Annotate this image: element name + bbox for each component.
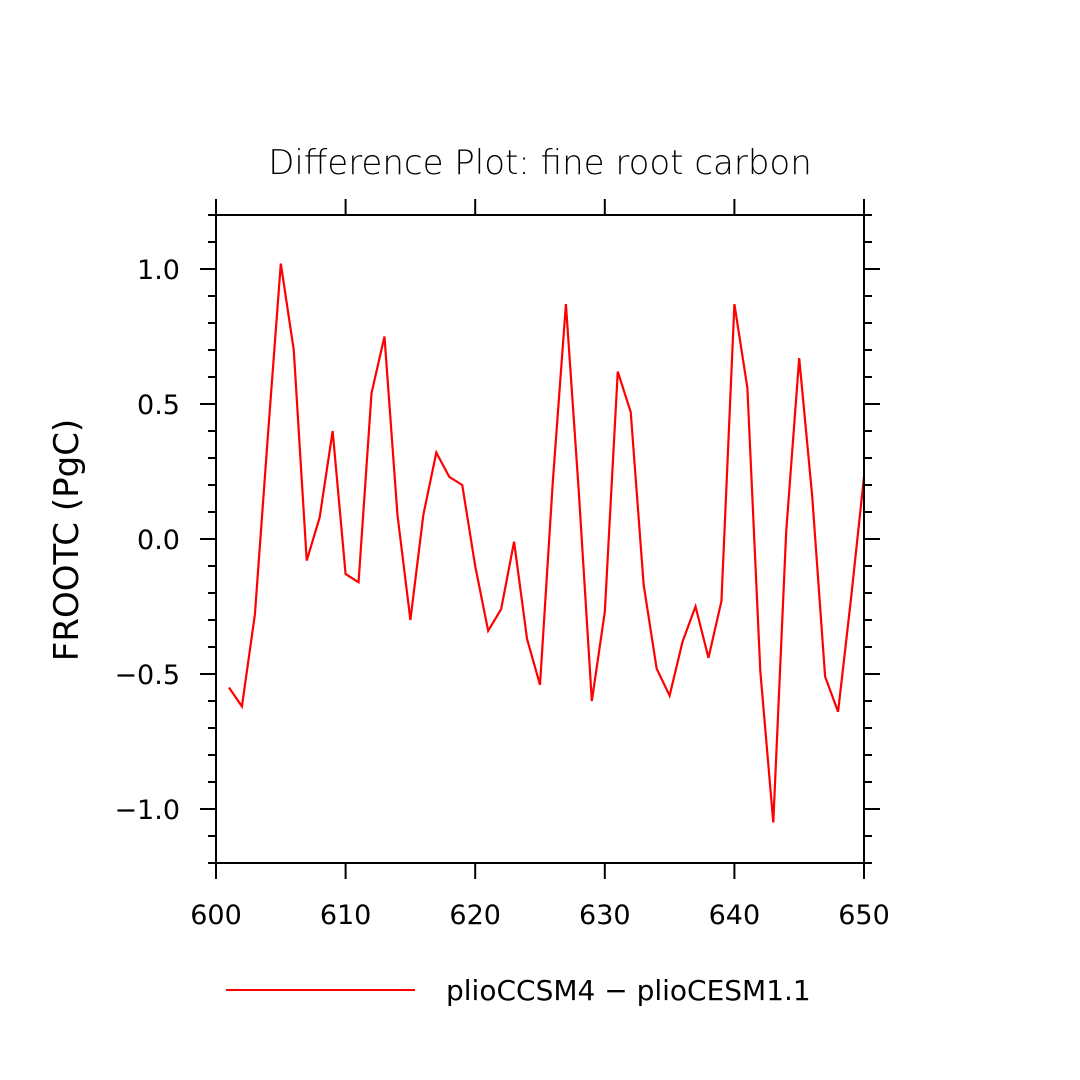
legend: plioCCSM4 − plioCESM1.1 xyxy=(226,974,811,1007)
y-tick-label: 1.0 xyxy=(137,255,180,286)
x-tick-label: 630 xyxy=(579,900,631,931)
chart-title: Difference Plot: fine root carbon xyxy=(268,143,812,183)
y-tick-label: 0.0 xyxy=(137,525,180,556)
legend-label: plioCCSM4 − plioCESM1.1 xyxy=(446,974,811,1007)
x-tick-label: 640 xyxy=(709,900,761,931)
tick-labels: 600 610 620 630 640 650 1.0 0.5 0.0 −0.5 −1.0 xyxy=(114,255,889,931)
series-line xyxy=(228,263,866,823)
x-tick-label: 650 xyxy=(838,900,890,931)
x-tick-label: 600 xyxy=(190,900,242,931)
axis-ticks xyxy=(200,199,880,879)
y-tick-label: −0.5 xyxy=(114,660,180,691)
series-lines xyxy=(228,263,866,823)
y-tick-label: 0.5 xyxy=(137,390,180,421)
plot-frame xyxy=(215,214,865,864)
x-tick-label: 610 xyxy=(320,900,372,931)
y-axis-label: FROOTC (PgC) xyxy=(47,419,87,661)
x-tick-label: 620 xyxy=(449,900,501,931)
y-tick-label: −1.0 xyxy=(114,795,180,826)
